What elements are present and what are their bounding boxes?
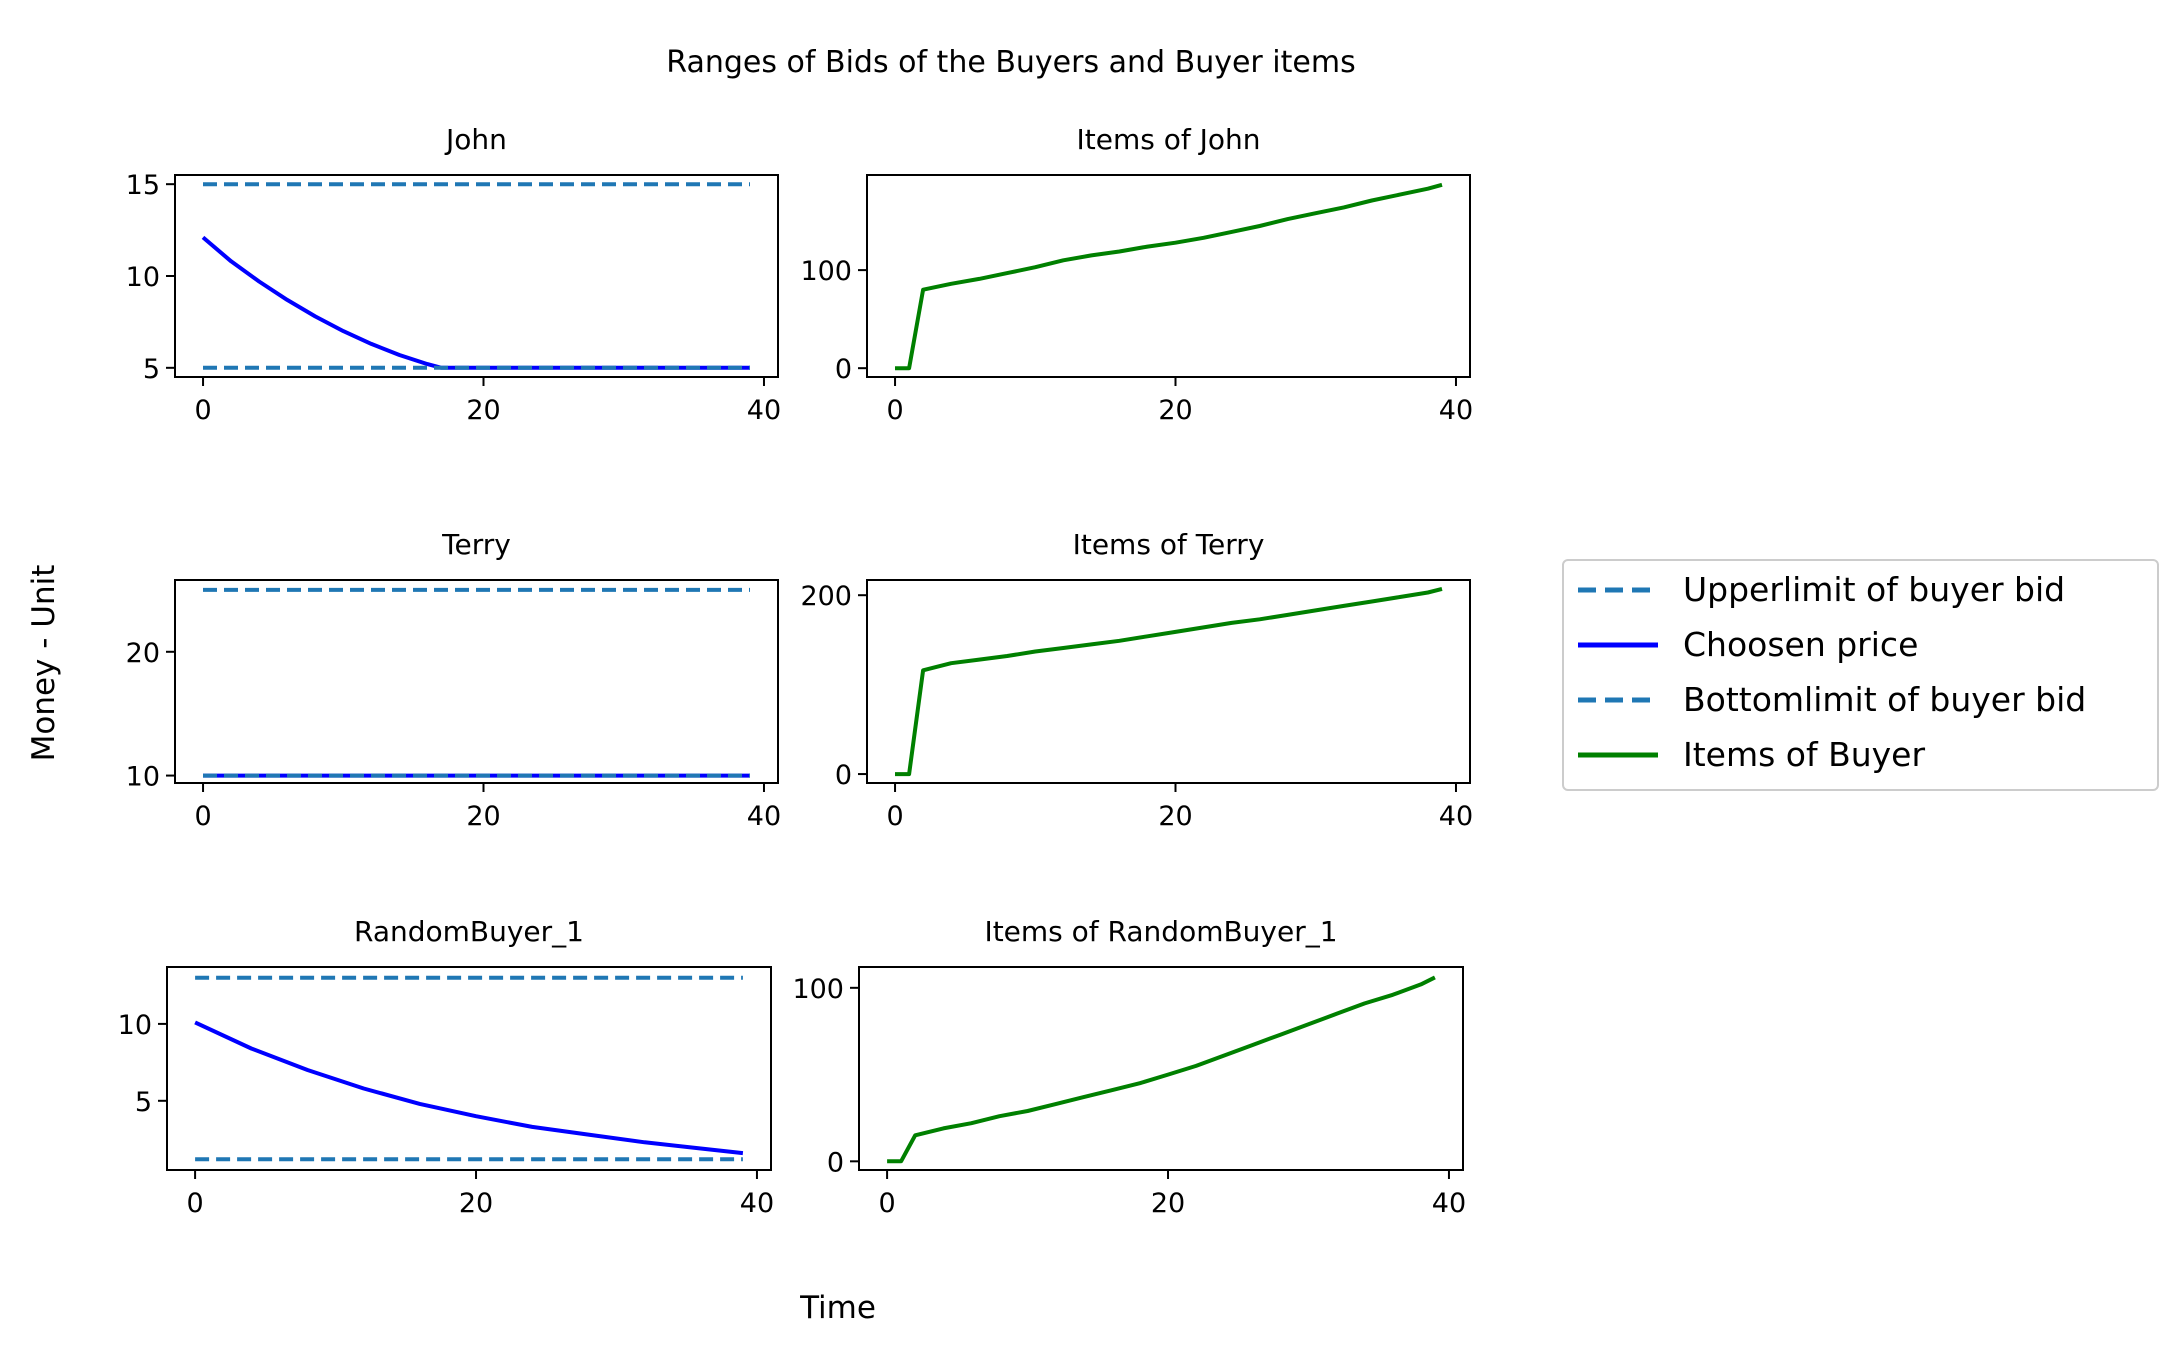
y-tick-label: 200	[800, 581, 852, 612]
y-tick-label: 0	[835, 354, 852, 385]
y-tick-label: 10	[118, 1010, 152, 1041]
x-tick-label: 40	[1439, 395, 1473, 426]
axes-frame	[866, 174, 1471, 378]
x-tick-label: 40	[747, 801, 781, 832]
x-tick-label: 20	[1151, 1188, 1185, 1219]
y-axis-label: Money - Unit	[26, 565, 62, 762]
subplot-title: John	[444, 123, 507, 156]
x-tick-label: 0	[886, 801, 903, 832]
subplot-1: John 0 20 40 5 10 15	[126, 123, 782, 426]
x-axis-label: Time	[799, 1290, 876, 1326]
subplot-title: Items of Terry	[1073, 528, 1265, 561]
x-tick-label: 40	[1439, 801, 1473, 832]
legend-item: Upperlimit of buyer bid	[1578, 570, 2065, 609]
x-tick-label: 0	[186, 1188, 203, 1219]
subplot-5: RandomBuyer_1 0 20 40 5 10	[118, 915, 774, 1219]
x-tick-label: 0	[194, 395, 211, 426]
x-tick-label: 40	[1432, 1188, 1466, 1219]
figure-title: Ranges of Bids of the Buyers and Buyer i…	[666, 45, 1355, 80]
y-tick-label: 10	[126, 262, 160, 293]
subplot-4: Items of Terry 0 20 40 0 200	[800, 528, 1473, 832]
axes-frame	[174, 579, 779, 784]
subplot-title: Terry	[441, 528, 511, 561]
x-tick-label: 0	[878, 1188, 895, 1219]
legend-frame	[1562, 559, 2159, 791]
axes-frame	[166, 966, 772, 1171]
subplot-title: Items of RandomBuyer_1	[984, 915, 1337, 948]
x-tick-label: 40	[747, 395, 781, 426]
series-line-items-of-buyer	[887, 975, 1436, 1164]
x-tick-label: 40	[740, 1188, 774, 1219]
subplot-2: Items of John 0 20 40 0 100	[800, 123, 1473, 426]
subplot-3: Terry 0 20 40 10 20	[126, 528, 782, 832]
y-tick-label: 0	[827, 1147, 844, 1178]
series-line-choosen-price	[201, 235, 750, 370]
y-tick-label: 0	[835, 760, 852, 791]
y-tick-label: 5	[135, 1087, 152, 1118]
y-tick-label: 20	[126, 638, 160, 669]
subplot-series	[895, 586, 1443, 777]
x-tick-label: 20	[466, 801, 500, 832]
axes-frame	[858, 966, 1464, 1171]
subplot-title: Items of John	[1077, 123, 1261, 156]
legend-label: Upperlimit of buyer bid	[1683, 570, 2065, 609]
legend-label: Bottomlimit of buyer bid	[1683, 680, 2086, 719]
x-tick-label: 20	[466, 395, 500, 426]
y-tick-label: 10	[126, 762, 160, 793]
axes-frame	[174, 174, 779, 378]
x-tick-label: 20	[1158, 395, 1192, 426]
series-line-choosen-price	[194, 1020, 744, 1156]
subplot-series	[895, 182, 1443, 371]
y-tick-label: 15	[126, 170, 160, 201]
x-tick-label: 20	[459, 1188, 493, 1219]
series-line-items-of-buyer	[895, 586, 1443, 777]
legend-item: Items of Buyer	[1578, 735, 1925, 774]
legend: Upperlimit of buyer bid Choosen price Bott…	[1562, 559, 2159, 791]
legend-item: Choosen price	[1578, 625, 1918, 664]
x-tick-label: 0	[886, 395, 903, 426]
series-line-items-of-buyer	[895, 182, 1443, 371]
axes-frame	[866, 579, 1471, 784]
legend-label: Choosen price	[1683, 625, 1918, 664]
subplot-series	[887, 975, 1436, 1164]
subplot-series	[201, 182, 750, 370]
y-tick-label: 100	[800, 256, 852, 287]
subplot-title: RandomBuyer_1	[354, 915, 584, 948]
subplot-6: Items of RandomBuyer_1 0 20 40 0 100	[792, 915, 1466, 1219]
subplot-series	[194, 975, 744, 1162]
legend-label: Items of Buyer	[1683, 735, 1925, 774]
y-tick-label: 100	[792, 974, 844, 1005]
legend-item: Bottomlimit of buyer bid	[1578, 680, 2086, 719]
x-tick-label: 0	[194, 801, 211, 832]
subplot-series	[203, 587, 750, 778]
x-tick-label: 20	[1158, 801, 1192, 832]
y-tick-label: 5	[143, 354, 160, 385]
